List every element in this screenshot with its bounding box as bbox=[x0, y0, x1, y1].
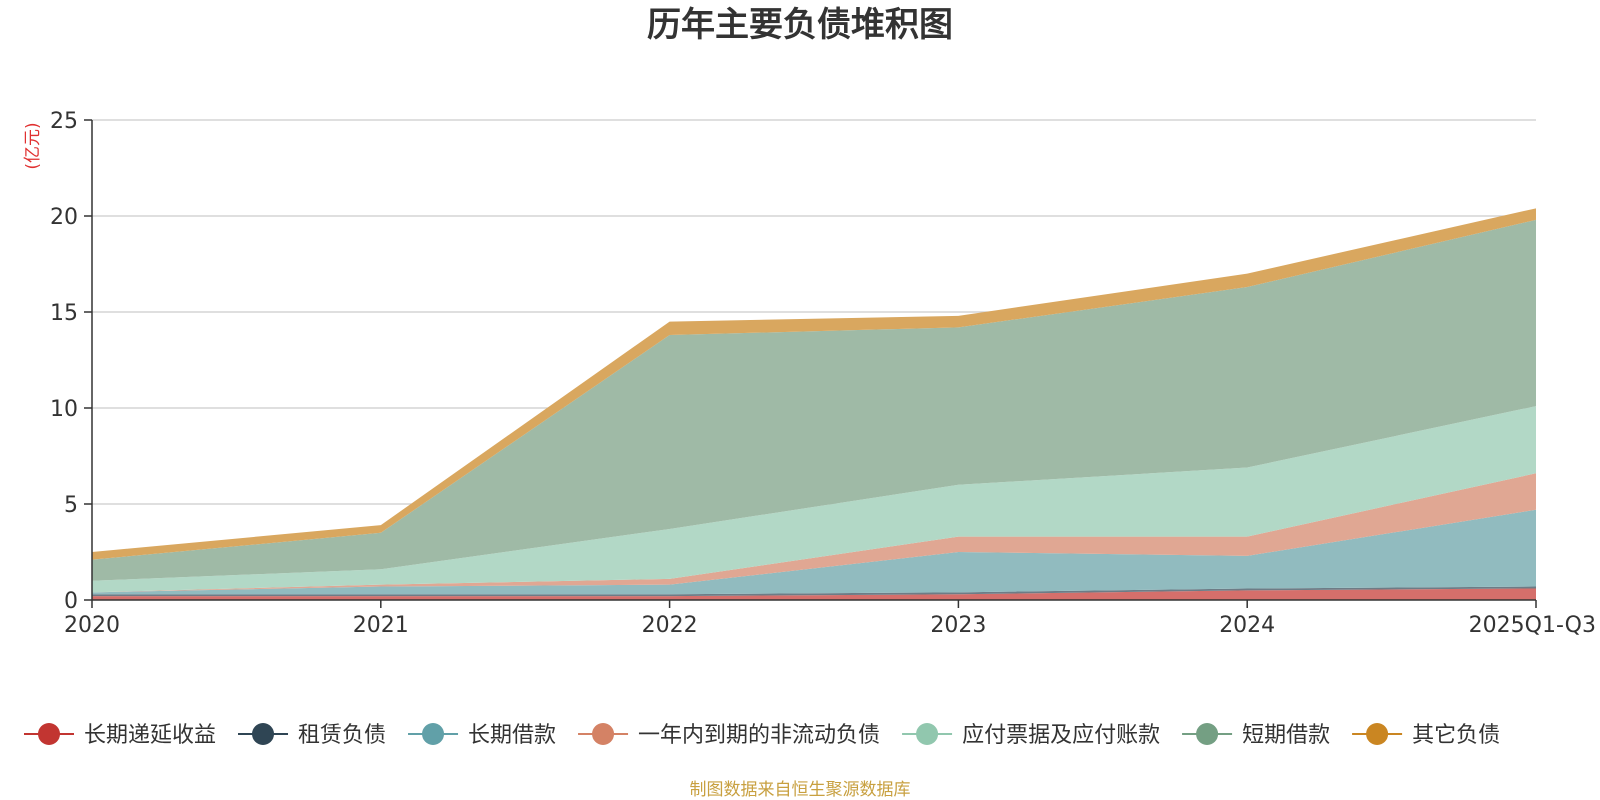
area-长期借款 bbox=[92, 509, 1536, 595]
legend-circle-marker bbox=[422, 723, 445, 745]
legend-circle-marker bbox=[38, 723, 60, 745]
x-tick-label: 2023 bbox=[930, 613, 986, 638]
y-tick-label: 15 bbox=[50, 301, 78, 326]
legend-circle-marker bbox=[1196, 723, 1219, 745]
legend-label: 长期借款 bbox=[468, 723, 556, 748]
legend-item-租赁负债[interactable]: 租赁负债 bbox=[238, 723, 386, 748]
legend-item-应付票据及应付账款[interactable]: 应付票据及应付账款 bbox=[902, 723, 1160, 748]
y-tick-label: 25 bbox=[50, 109, 78, 134]
legend-item-其它负债[interactable]: 其它负债 bbox=[1352, 723, 1500, 748]
legend-label: 短期借款 bbox=[1242, 723, 1330, 748]
y-tick-label: 5 bbox=[64, 493, 78, 518]
x-tick-label: 2021 bbox=[353, 613, 409, 638]
x-tick-label: 2020 bbox=[64, 613, 120, 638]
x-axis-tick-labels: 2020 2021 2022 2023 2024 2025Q1-Q3 bbox=[64, 600, 1596, 638]
legend-circle-marker bbox=[592, 723, 615, 745]
data-source-note: 制图数据来自恒生聚源数据库 bbox=[690, 780, 911, 800]
legend: 长期递延收益 租赁负债 长期借款 一年内到期的非流动负债 应付票据及应付账款 短期借款 其它… bbox=[24, 723, 1500, 748]
area-其它负债 bbox=[92, 208, 1536, 560]
x-tick-label: 2025Q1-Q3 bbox=[1469, 613, 1596, 638]
y-tick-label: 0 bbox=[64, 589, 78, 614]
axes bbox=[91, 120, 1536, 601]
area-应付票据及应付账款 bbox=[92, 406, 1536, 593]
y-tick-label: 20 bbox=[50, 205, 78, 230]
y-tick-label: 10 bbox=[50, 397, 78, 422]
legend-item-长期借款[interactable]: 长期借款 bbox=[408, 723, 556, 748]
legend-label: 其它负债 bbox=[1412, 723, 1500, 748]
x-tick-label: 2022 bbox=[642, 613, 698, 638]
legend-item-长期递延收益[interactable]: 长期递延收益 bbox=[24, 723, 216, 748]
y-axis-unit-label: (亿元) bbox=[23, 122, 43, 169]
legend-circle-marker bbox=[1366, 723, 1389, 745]
legend-label: 租赁负债 bbox=[298, 723, 386, 748]
legend-label: 长期递延收益 bbox=[84, 723, 216, 748]
area-短期借款 bbox=[92, 219, 1536, 581]
area-租赁负债 bbox=[92, 586, 1536, 597]
legend-item-短期借款[interactable]: 短期借款 bbox=[1182, 723, 1330, 748]
x-tick-label: 2024 bbox=[1219, 613, 1275, 638]
legend-label: 应付票据及应付账款 bbox=[962, 723, 1160, 748]
legend-circle-marker bbox=[916, 723, 939, 745]
legend-item-一年内到期的非流动负债[interactable]: 一年内到期的非流动负债 bbox=[578, 723, 880, 748]
chart-title: 历年主要负债堆积图 bbox=[647, 5, 953, 45]
area-series-group bbox=[92, 208, 1536, 600]
legend-circle-marker bbox=[252, 723, 275, 745]
legend-label: 一年内到期的非流动负债 bbox=[638, 723, 880, 748]
y-axis-tick-labels: 0 5 10 15 20 25 bbox=[50, 109, 92, 614]
area-长期递延收益 bbox=[92, 588, 1536, 600]
